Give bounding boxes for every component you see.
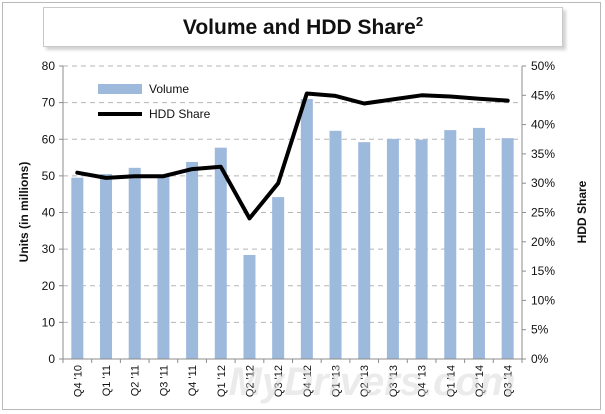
legend-label-volume: Volume [149,82,189,96]
volume-bar [386,138,399,359]
y-tick-label: 40 [42,206,56,220]
x-tick-label: Q3 '14 [503,365,515,397]
x-tick-label: Q2 '11 [130,365,142,396]
x-tick-label: Q3 '12 [273,365,285,397]
y2-tick-label: 15% [531,264,555,278]
y-tick-label: 80 [42,59,56,73]
volume-bar [444,130,457,359]
volume-bar [128,167,141,359]
hdd-share-line [75,91,510,221]
volume-bar [300,98,313,360]
x-tick-label: Q1 '11 [101,365,113,396]
chart-title-superscript: 2 [415,14,424,29]
y2-tick-label: 20% [531,235,555,249]
volume-bar [329,130,342,359]
y-tick-label: 20 [42,279,56,293]
y2-tick-label: 5% [531,323,549,337]
chart-title-text: Volume and HDD Share [182,16,416,39]
x-tick-label: Q4 '10 [72,365,84,397]
y-tick-label: 10 [42,315,56,329]
y-tick-label: 70 [42,96,56,110]
x-tick-label: Q3 '11 [158,365,170,396]
volume-bar [272,197,285,359]
volume-bar [71,177,84,359]
y2-tick-label: 10% [531,293,555,307]
legend: Volume HDD Share [98,82,211,121]
y-tick-label: 50 [42,169,56,183]
chart-title-box: Volume and HDD Share2 [43,7,563,47]
volume-bar [415,139,428,359]
x-tick-label: Q1 '13 [331,365,343,397]
x-tick-label: Q1 '14 [445,365,457,397]
y-tick-label: 0 [48,352,55,366]
volume-bar [501,138,514,359]
tick-labels: 0 10 20 30 40 50 60 70 80 0% 5% 10% 15% 20% 25% 30% 35% 4… [42,59,556,397]
y-tick-label: 30 [42,242,56,256]
volume-bar [214,147,227,359]
axes [59,65,526,363]
y2-tick-label: 30% [531,176,555,190]
chart-title: Volume and HDD Share2 [183,14,423,40]
hdd-share-polyline [75,91,510,221]
axis-titles: Units (in millions) HDD Share [17,162,589,263]
y2-tick-label: 0% [531,352,549,366]
y2-axis-title: HDD Share [575,180,589,243]
y-axis-title: Units (in millions) [17,162,31,263]
x-tick-label: Q2 '14 [474,365,486,397]
volume-bar [100,174,113,359]
x-tick-label: Q4 '11 [187,365,199,396]
volume-bar [358,142,371,359]
legend-label-hdd-share: HDD Share [149,107,211,121]
y2-tick-label: 40% [531,118,555,132]
volume-bar [157,175,170,359]
x-tick-label: Q1 '12 [216,365,228,397]
y2-tick-label: 50% [531,59,555,73]
x-tick-label: Q2 '13 [359,365,371,397]
volume-bar [186,161,199,359]
y2-tick-label: 25% [531,206,555,220]
volume-bar [472,127,485,360]
x-tick-label: Q2 '12 [244,365,256,397]
legend-swatch-volume [98,84,142,94]
y2-tick-label: 35% [531,147,555,161]
x-tick-label: Q4 '12 [302,365,314,397]
watermark: MyDrivers.com [229,360,516,404]
volume-bars [71,98,514,360]
x-tick-label: Q3 '13 [388,365,400,397]
x-tick-label: Q4 '13 [417,365,429,397]
volume-bar [243,254,256,359]
y-tick-label: 60 [42,132,56,146]
y2-tick-label: 45% [531,88,555,102]
watermark-text: MyDrivers.com [229,360,516,404]
